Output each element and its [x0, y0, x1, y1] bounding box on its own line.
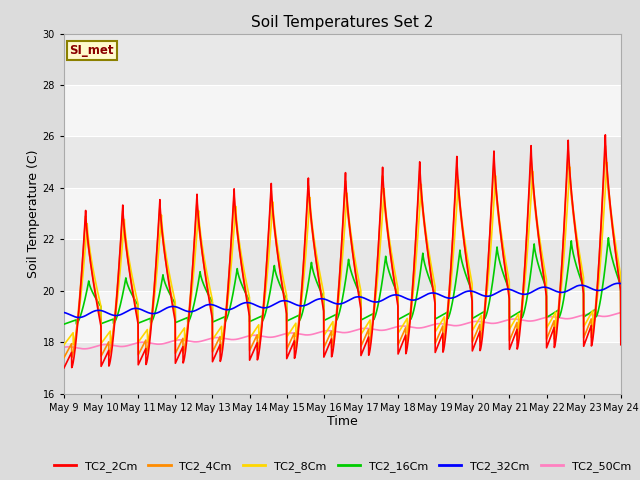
TC2_4Cm — [95, 308, 103, 314]
TC2_16Cm — [445, 314, 452, 320]
Bar — [64, 188, 621, 240]
TC2_8Cm — [603, 160, 611, 166]
TC2_4Cm — [126, 272, 134, 278]
Line: TC2_2Cm: TC2_2Cm — [64, 135, 621, 368]
TC2_16Cm — [60, 321, 68, 327]
TC2_32Cm — [60, 310, 68, 315]
TC2_50Cm — [95, 343, 103, 348]
Bar — [64, 342, 621, 394]
TC2_50Cm — [127, 342, 134, 348]
TC2_4Cm — [233, 229, 241, 235]
TC2_50Cm — [445, 322, 452, 328]
TC2_8Cm — [233, 222, 241, 228]
TC2_2Cm — [95, 313, 103, 319]
TC2_2Cm — [60, 365, 68, 371]
TC2_8Cm — [95, 295, 103, 301]
Line: TC2_16Cm: TC2_16Cm — [64, 238, 621, 324]
TC2_4Cm — [490, 158, 498, 164]
Text: SI_met: SI_met — [70, 44, 114, 58]
TC2_32Cm — [95, 308, 103, 313]
TC2_16Cm — [127, 290, 135, 296]
TC2_8Cm — [126, 263, 134, 269]
TC2_32Cm — [617, 281, 625, 287]
TC2_16Cm — [126, 288, 134, 294]
X-axis label: Time: Time — [327, 415, 358, 429]
TC2_2Cm — [126, 274, 134, 279]
TC2_50Cm — [60, 344, 68, 350]
TC2_50Cm — [127, 342, 135, 348]
TC2_8Cm — [445, 304, 452, 310]
Bar — [64, 291, 621, 342]
TC2_2Cm — [127, 279, 135, 285]
TC2_16Cm — [95, 301, 103, 307]
TC2_32Cm — [127, 307, 134, 312]
Y-axis label: Soil Temperature (C): Soil Temperature (C) — [27, 149, 40, 278]
Line: TC2_32Cm: TC2_32Cm — [64, 283, 621, 317]
TC2_16Cm — [233, 267, 241, 273]
Legend: TC2_2Cm, TC2_4Cm, TC2_8Cm, TC2_16Cm, TC2_32Cm, TC2_50Cm: TC2_2Cm, TC2_4Cm, TC2_8Cm, TC2_16Cm, TC2… — [49, 457, 636, 477]
TC2_2Cm — [617, 342, 625, 348]
TC2_32Cm — [234, 303, 241, 309]
TC2_50Cm — [490, 321, 498, 326]
TC2_2Cm — [602, 132, 609, 138]
TC2_4Cm — [602, 143, 609, 148]
Bar — [64, 85, 621, 136]
TC2_16Cm — [605, 235, 612, 240]
TC2_8Cm — [490, 198, 498, 204]
Bar — [64, 34, 621, 85]
TC2_2Cm — [233, 226, 241, 232]
Bar — [64, 240, 621, 291]
TC2_4Cm — [60, 355, 68, 360]
Line: TC2_8Cm: TC2_8Cm — [64, 163, 621, 345]
TC2_8Cm — [617, 323, 625, 328]
TC2_4Cm — [127, 277, 135, 283]
TC2_50Cm — [81, 346, 88, 352]
Bar — [64, 136, 621, 188]
TC2_32Cm — [445, 295, 452, 301]
TC2_50Cm — [234, 336, 241, 342]
TC2_2Cm — [490, 148, 498, 154]
TC2_32Cm — [75, 314, 83, 320]
Title: Soil Temperatures Set 2: Soil Temperatures Set 2 — [252, 15, 433, 30]
TC2_8Cm — [127, 267, 135, 273]
TC2_4Cm — [617, 334, 625, 339]
TC2_32Cm — [490, 291, 498, 297]
TC2_32Cm — [127, 306, 135, 312]
TC2_2Cm — [445, 298, 452, 303]
TC2_16Cm — [617, 313, 625, 319]
TC2_50Cm — [617, 310, 625, 315]
TC2_8Cm — [60, 342, 68, 348]
TC2_4Cm — [445, 294, 452, 300]
Line: TC2_50Cm: TC2_50Cm — [64, 312, 621, 349]
TC2_16Cm — [490, 269, 498, 275]
TC2_32Cm — [614, 280, 622, 286]
Line: TC2_4Cm: TC2_4Cm — [64, 145, 621, 358]
